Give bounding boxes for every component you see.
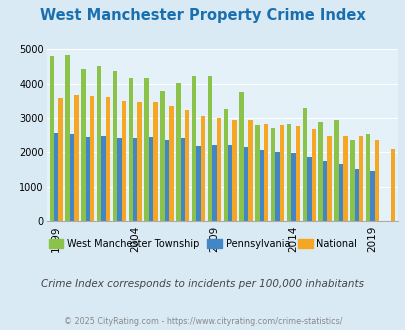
Bar (338, 164, 342, 221)
Bar (90, 96, 94, 221)
Bar (200, 116, 205, 221)
Bar (286, 124, 290, 221)
Bar (113, 71, 117, 221)
Bar (70, 134, 74, 221)
Bar (133, 138, 137, 221)
Bar (106, 97, 110, 221)
Bar (349, 140, 354, 221)
Bar (212, 145, 216, 221)
Bar (255, 125, 259, 221)
Bar (232, 119, 236, 221)
Bar (58, 98, 63, 221)
Bar (247, 120, 252, 221)
Bar (176, 83, 180, 221)
Bar (306, 157, 311, 221)
Text: West Manchester Property Crime Index: West Manchester Property Crime Index (40, 8, 365, 23)
Bar (228, 145, 232, 221)
Bar (290, 153, 295, 221)
Bar (169, 107, 173, 221)
Bar (279, 125, 283, 221)
Bar (196, 146, 200, 221)
Bar (390, 149, 394, 221)
Bar (302, 108, 306, 221)
Bar (101, 136, 106, 221)
Bar (374, 140, 378, 221)
Bar (54, 133, 58, 221)
Text: Crime Index corresponds to incidents per 100,000 inhabitants: Crime Index corresponds to incidents per… (41, 279, 364, 289)
Bar (216, 118, 220, 221)
Text: © 2025 CityRating.com - https://www.cityrating.com/crime-statistics/: © 2025 CityRating.com - https://www.city… (64, 317, 341, 326)
Bar (333, 119, 338, 221)
Bar (207, 76, 212, 221)
Bar (318, 122, 322, 221)
Bar (365, 134, 369, 221)
Bar (263, 124, 268, 221)
Legend: West Manchester Township, Pennsylvania, National: West Manchester Township, Pennsylvania, … (45, 235, 360, 252)
Bar (180, 138, 185, 221)
Bar (326, 136, 331, 221)
Bar (137, 102, 142, 221)
Bar (342, 136, 347, 221)
Bar (128, 78, 133, 221)
Bar (153, 102, 158, 221)
Bar (271, 128, 275, 221)
Bar (164, 140, 169, 221)
Bar (322, 161, 326, 221)
Bar (81, 69, 85, 221)
Bar (295, 126, 299, 221)
Bar (122, 101, 126, 221)
Bar (117, 138, 121, 221)
Bar (74, 95, 79, 221)
Bar (369, 171, 374, 221)
Bar (192, 76, 196, 221)
Bar (185, 110, 189, 221)
Bar (97, 66, 101, 221)
Bar (149, 137, 153, 221)
Bar (243, 147, 247, 221)
Bar (85, 137, 90, 221)
Bar (49, 56, 54, 221)
Bar (275, 152, 279, 221)
Bar (259, 150, 263, 221)
Bar (144, 78, 149, 221)
Bar (223, 109, 228, 221)
Bar (239, 92, 243, 221)
Bar (358, 136, 362, 221)
Bar (65, 55, 70, 221)
Bar (311, 129, 315, 221)
Bar (160, 91, 164, 221)
Bar (354, 169, 358, 221)
